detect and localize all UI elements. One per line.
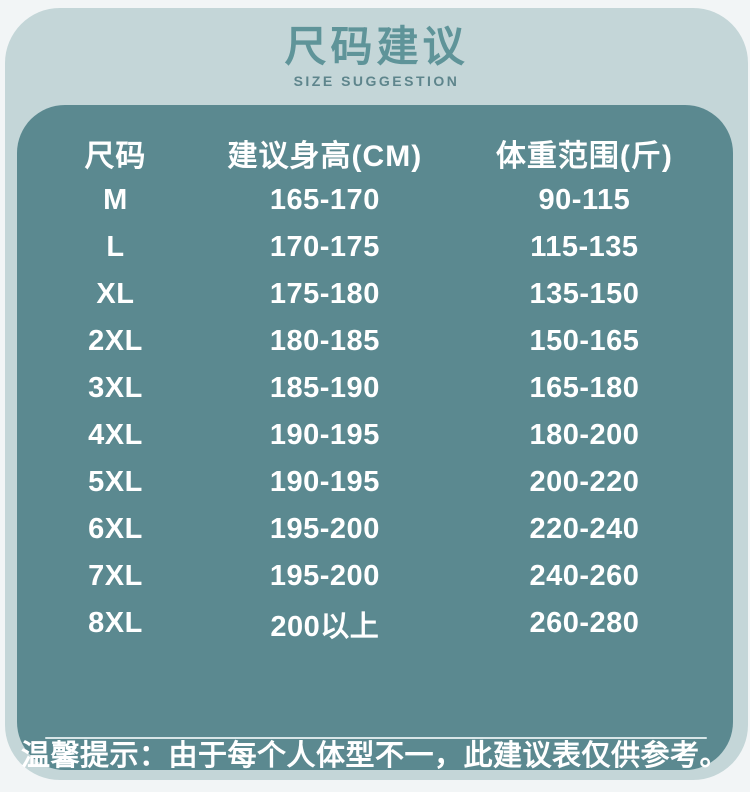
size-cell: 2XL bbox=[88, 325, 143, 357]
size-cell: M bbox=[103, 184, 128, 216]
table-row: XL 175-180 135-150 bbox=[17, 271, 733, 318]
height-cell: 190-195 bbox=[269, 466, 380, 498]
card-header: 尺码建议 SIZE SUGGESTION bbox=[5, 8, 748, 105]
table-row: L 170-175 115-135 bbox=[17, 224, 733, 271]
size-table-panel: 尺码 建议身高(CM) 体重范围(斤) M 165-170 90-115 L 170-1… bbox=[17, 105, 733, 772]
page-subtitle: SIZE SUGGESTION bbox=[293, 72, 460, 89]
weight-cell: 135-150 bbox=[529, 278, 640, 310]
height-cell: 185-190 bbox=[269, 372, 380, 404]
table-row: 2XL 180-185 150-165 bbox=[17, 318, 733, 365]
weight-cell: 200-220 bbox=[529, 466, 640, 498]
table-row: 6XL 195-200 220-240 bbox=[17, 506, 733, 553]
height-cell: 195-200 bbox=[269, 513, 380, 545]
table-row: M 165-170 90-115 bbox=[17, 177, 733, 224]
size-cell: XL bbox=[96, 278, 135, 310]
size-cell: L bbox=[106, 231, 125, 263]
weight-cell: 220-240 bbox=[529, 513, 640, 545]
size-table-header: 尺码 建议身高(CM) 体重范围(斤) bbox=[17, 129, 733, 177]
divider-line bbox=[45, 737, 707, 739]
page-title: 尺码建议 bbox=[284, 23, 469, 71]
tip-area: 温馨提示：由于每个人体型不一，此建议表仅供参考。 bbox=[17, 735, 733, 772]
size-table-body: M 165-170 90-115 L 170-175 115-135 XL 175-180 13… bbox=[17, 177, 733, 647]
column-header-size: 尺码 bbox=[84, 140, 147, 173]
size-cell: 4XL bbox=[88, 419, 143, 451]
table-row: 4XL 190-195 180-200 bbox=[17, 412, 733, 459]
size-cell: 5XL bbox=[88, 466, 143, 498]
column-header-height: 建议身高(CM) bbox=[227, 140, 423, 173]
height-cell: 200以上 bbox=[270, 610, 380, 643]
weight-cell: 180-200 bbox=[529, 419, 640, 451]
weight-cell: 90-115 bbox=[538, 184, 631, 216]
height-cell: 190-195 bbox=[269, 419, 380, 451]
weight-cell: 115-135 bbox=[530, 231, 639, 263]
height-cell: 170-175 bbox=[269, 231, 380, 263]
table-row: 7XL 195-200 240-260 bbox=[17, 553, 733, 600]
size-cell: 3XL bbox=[88, 372, 143, 404]
height-cell: 175-180 bbox=[269, 278, 380, 310]
tip-text: 温馨提示：由于每个人体型不一，此建议表仅供参考。 bbox=[20, 739, 729, 772]
height-cell: 165-170 bbox=[269, 184, 380, 216]
weight-cell: 260-280 bbox=[529, 607, 640, 639]
weight-cell: 165-180 bbox=[529, 372, 640, 404]
weight-cell: 150-165 bbox=[529, 325, 640, 357]
table-row: 5XL 190-195 200-220 bbox=[17, 459, 733, 506]
height-cell: 195-200 bbox=[269, 560, 380, 592]
column-header-weight: 体重范围(斤) bbox=[495, 140, 673, 173]
table-row: 3XL 185-190 165-180 bbox=[17, 365, 733, 412]
weight-cell: 240-260 bbox=[529, 560, 640, 592]
size-card: 尺码建议 SIZE SUGGESTION 尺码 建议身高(CM) 体重范围(斤)… bbox=[5, 8, 748, 780]
size-cell: 7XL bbox=[88, 560, 143, 592]
table-row: 8XL 200以上 260-280 bbox=[17, 600, 733, 647]
size-cell: 6XL bbox=[88, 513, 143, 545]
size-cell: 8XL bbox=[88, 607, 143, 639]
height-cell: 180-185 bbox=[269, 325, 380, 357]
